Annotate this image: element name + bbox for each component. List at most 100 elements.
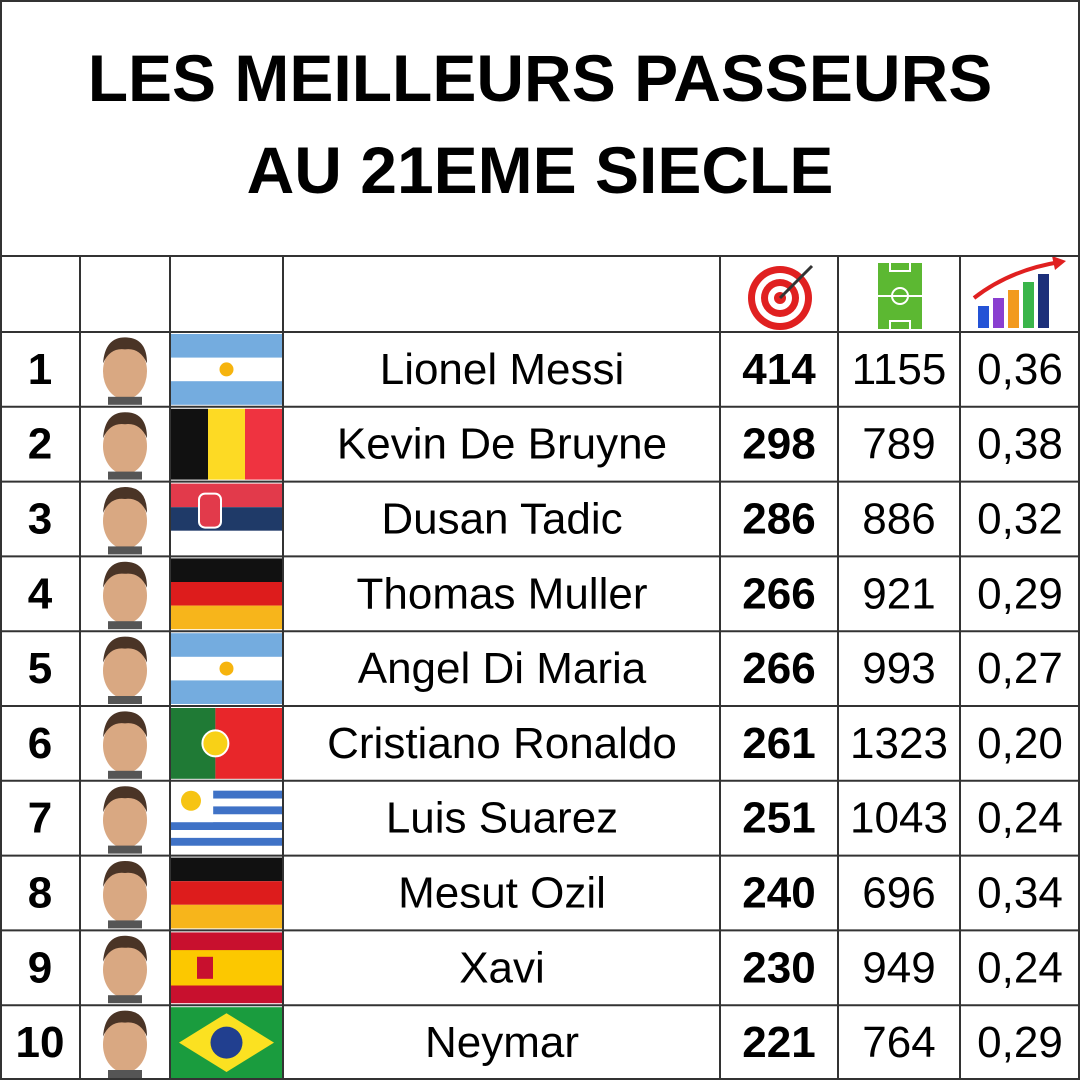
matches: 764 — [862, 1018, 935, 1067]
flag — [171, 1007, 282, 1078]
flag-part — [201, 729, 230, 758]
face — [103, 567, 147, 624]
player-name: Neymar — [425, 1018, 579, 1067]
hair — [103, 711, 147, 738]
rank: 6 — [28, 719, 52, 768]
flag — [171, 932, 282, 1004]
assists: 240 — [742, 869, 815, 918]
rank: 5 — [28, 644, 52, 693]
player-photo — [103, 786, 147, 854]
pitch-icon — [876, 261, 924, 331]
assists: 230 — [742, 943, 815, 992]
hair — [103, 561, 147, 588]
player-photo — [103, 935, 147, 1004]
flag-part — [197, 956, 213, 979]
player-photo — [103, 337, 147, 405]
player-photo — [103, 711, 147, 779]
rank: 9 — [28, 943, 52, 992]
assists: 251 — [742, 794, 815, 843]
flag-part — [181, 790, 201, 811]
flag-part — [210, 1026, 243, 1059]
face — [103, 717, 147, 774]
shirt — [108, 920, 142, 929]
ratio: 0,32 — [977, 495, 1063, 544]
player-name: Thomas Muller — [357, 569, 648, 618]
matches: 949 — [862, 943, 935, 992]
assists: 286 — [742, 495, 815, 544]
hair — [103, 786, 147, 813]
face — [103, 792, 147, 849]
flag-part — [171, 408, 208, 480]
face — [103, 418, 147, 475]
flag-part — [245, 408, 282, 480]
rank: 4 — [28, 569, 53, 618]
shirt — [108, 621, 142, 630]
flag-part — [171, 790, 282, 799]
ratio: 0,20 — [977, 719, 1063, 768]
matches: 696 — [862, 869, 935, 918]
player-name: Xavi — [459, 943, 545, 992]
assists: 266 — [742, 644, 815, 693]
matches: 993 — [862, 644, 935, 693]
rank: 1 — [28, 345, 52, 394]
shirt — [108, 696, 142, 704]
assists: 298 — [742, 420, 815, 469]
flag-part — [219, 362, 234, 377]
title-line: AU 21EME SIECLE — [247, 133, 834, 207]
hair — [103, 337, 147, 364]
ratio: 0,24 — [977, 943, 1063, 992]
player-photo — [103, 861, 147, 929]
target-icon — [748, 264, 814, 330]
matches: 1043 — [850, 794, 948, 843]
flag-part — [198, 492, 222, 529]
flag — [171, 483, 282, 555]
hair — [103, 1010, 147, 1037]
rank: 10 — [16, 1018, 65, 1067]
hair — [103, 412, 147, 439]
player-name: Cristiano Ronaldo — [327, 719, 677, 768]
player-photo — [103, 1010, 147, 1078]
player-photo — [103, 487, 147, 555]
shirt — [108, 471, 142, 480]
matches: 789 — [862, 420, 935, 469]
flag-part — [171, 857, 282, 882]
flag-part — [171, 806, 282, 815]
player-photo — [103, 636, 147, 704]
hair — [103, 935, 147, 962]
shirt — [108, 995, 142, 1004]
assists: 414 — [742, 345, 816, 394]
shirt — [108, 1070, 142, 1078]
shirt — [108, 396, 142, 405]
chart-icon — [972, 256, 1066, 328]
hair — [103, 636, 147, 663]
player-name: Luis Suarez — [386, 794, 618, 843]
ratio: 0,34 — [977, 869, 1063, 918]
flag-part — [171, 483, 282, 508]
flag-part — [208, 408, 245, 480]
player-name: Angel Di Maria — [358, 644, 647, 693]
player-name: Lionel Messi — [380, 345, 625, 394]
flag-part — [171, 582, 282, 606]
flag-part — [171, 558, 282, 582]
player-name: Kevin De Bruyne — [337, 420, 667, 469]
face — [103, 867, 147, 923]
assists: 221 — [742, 1018, 815, 1067]
matches: 886 — [862, 495, 935, 544]
assists: 261 — [742, 719, 815, 768]
flag — [171, 408, 282, 480]
flag — [171, 782, 282, 854]
flag — [171, 708, 282, 779]
rank: 8 — [28, 869, 52, 918]
shirt — [108, 770, 142, 779]
matches: 1323 — [850, 719, 948, 768]
flag-part — [171, 507, 282, 531]
matches: 1155 — [852, 345, 947, 394]
ratio: 0,38 — [977, 420, 1063, 469]
rank: 3 — [28, 495, 52, 544]
title-line: LES MEILLEURS PASSEURS — [88, 41, 993, 115]
flag-part — [171, 605, 282, 630]
face — [103, 343, 147, 400]
ratio: 0,24 — [977, 794, 1063, 843]
